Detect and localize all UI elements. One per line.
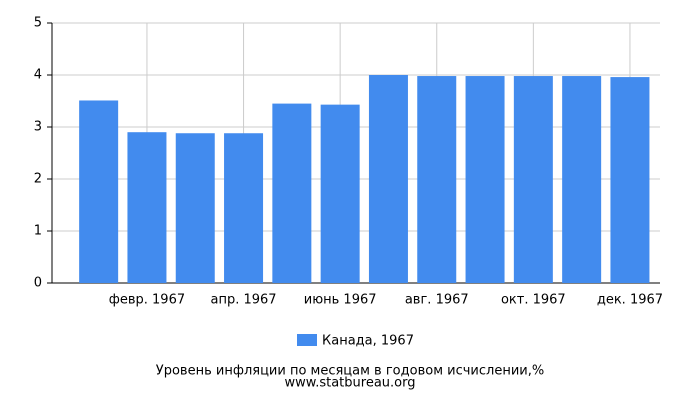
- bar: [224, 133, 264, 283]
- bar: [175, 133, 215, 283]
- source: www.statbureau.org: [285, 376, 416, 391]
- bar: [610, 77, 650, 283]
- bar: [562, 76, 602, 283]
- bar: [513, 76, 553, 283]
- x-tick-label: окт. 1967: [501, 293, 566, 308]
- x-tick-label: авг. 1967: [405, 293, 469, 308]
- legend-label: Канада, 1967: [322, 334, 414, 349]
- y-tick-label: 5: [34, 16, 42, 31]
- y-tick-label: 4: [34, 68, 42, 83]
- y-tick-label: 3: [34, 120, 42, 135]
- x-tick-label: апр. 1967: [211, 293, 277, 308]
- bar: [465, 76, 505, 283]
- legend-swatch: [297, 334, 317, 346]
- bar: [127, 132, 167, 283]
- bar: [368, 75, 408, 283]
- y-tick-label: 0: [34, 276, 42, 291]
- x-tick-label: июнь 1967: [304, 293, 377, 308]
- bar: [79, 100, 119, 283]
- bar: [320, 104, 360, 283]
- x-tick-label: дек. 1967: [597, 293, 663, 308]
- bar: [272, 103, 312, 283]
- x-tick-label: февр. 1967: [109, 293, 185, 308]
- chart-title: Уровень инфляции по месяцам в годовом ис…: [156, 364, 544, 379]
- y-tick-label: 1: [34, 224, 42, 239]
- y-tick-label: 2: [34, 172, 42, 187]
- bar: [417, 76, 457, 283]
